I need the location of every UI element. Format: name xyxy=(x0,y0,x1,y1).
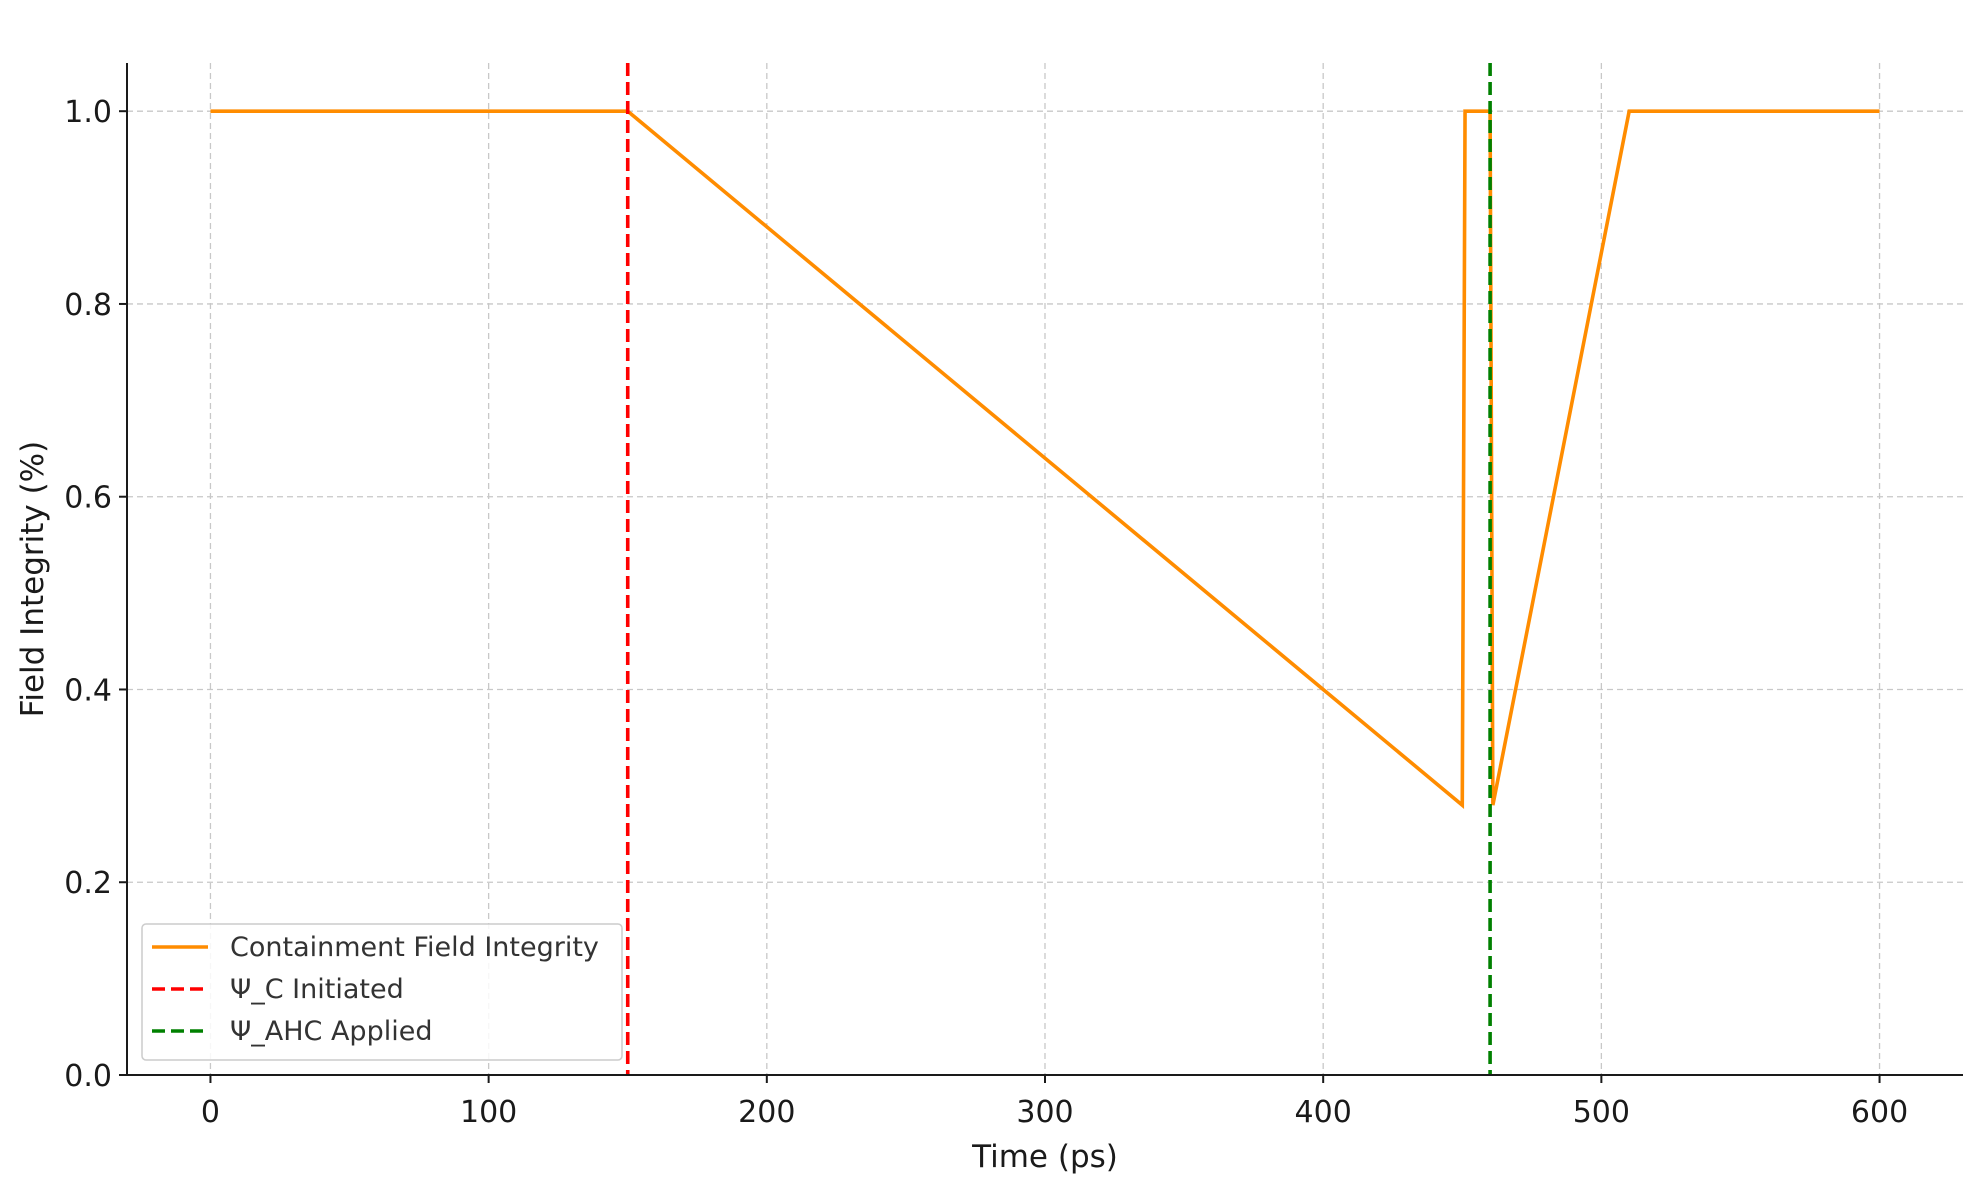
x-tick-label: 600 xyxy=(1851,1095,1908,1130)
plot-area xyxy=(210,63,1880,1075)
x-tick-label: 300 xyxy=(1016,1095,1073,1130)
y-axis-label: Field Integrity (%) xyxy=(15,441,51,717)
tick-labels: 0 100 200 300 400 500 600 0.0 0.2 0.4 0.6 0.8 1.0 xyxy=(64,95,1908,1130)
x-tick-label: 400 xyxy=(1295,1095,1352,1130)
axes xyxy=(119,63,1963,1083)
y-tick-label: 0.2 xyxy=(64,866,112,901)
y-tick-label: 0.0 xyxy=(64,1059,112,1094)
legend-box xyxy=(141,923,623,1061)
x-tick-label: 500 xyxy=(1573,1095,1630,1130)
legend-entry-label: Ψ_AHC Applied xyxy=(230,1016,432,1047)
y-tick-label: 1.0 xyxy=(64,95,112,130)
x-axis-label: Time (ps) xyxy=(971,1139,1118,1175)
x-tick-label: 200 xyxy=(738,1095,795,1130)
y-tick-label: 0.6 xyxy=(64,481,112,516)
legend: Containment Field Integrity Ψ_C Initiated… xyxy=(141,923,623,1061)
grid xyxy=(127,63,1963,1076)
series-line xyxy=(210,109,1880,809)
x-tick-label: 0 xyxy=(201,1095,220,1130)
y-tick-label: 0.8 xyxy=(64,288,112,323)
x-tick-label: 100 xyxy=(460,1095,517,1130)
legend-entry-label: Ψ_C Initiated xyxy=(230,974,404,1005)
y-tick-label: 0.4 xyxy=(64,673,112,708)
legend-entry-label: Containment Field Integrity xyxy=(230,932,599,963)
